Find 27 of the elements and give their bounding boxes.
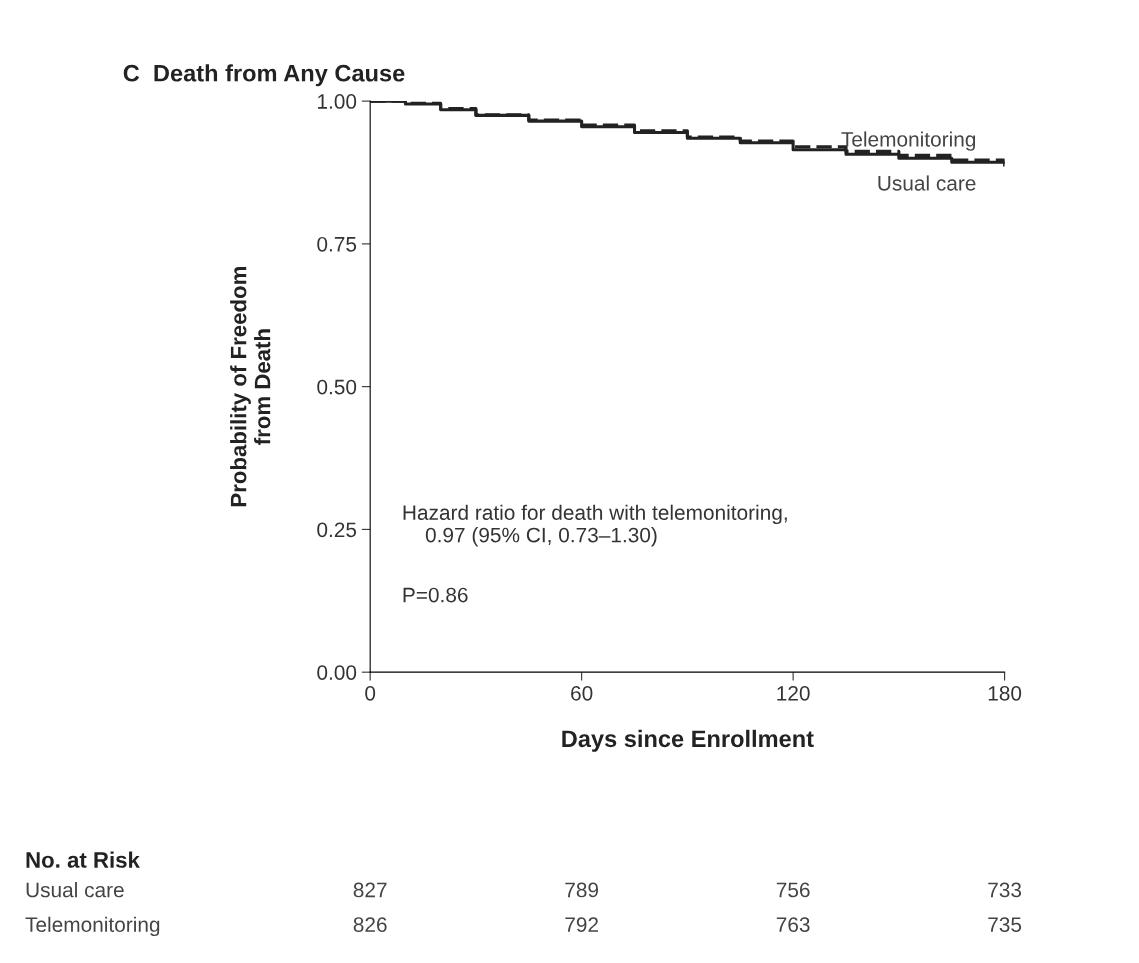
- text: Telemonitoring: [25, 916, 160, 937]
- y-tick-label: 0.50: [317, 379, 357, 395]
- series-label: Telemonitoring: [841, 131, 976, 151]
- chart-title: C Death from Any Cause: [123, 64, 405, 87]
- x-tick-label: 60: [571, 685, 593, 701]
- y-axis-title: Probability of Freedom from Death: [230, 267, 271, 507]
- text: 756: [776, 882, 810, 898]
- text: 735: [988, 917, 1022, 932]
- text: No. at Risk: [26, 851, 140, 868]
- x-tick-label: 0: [365, 685, 376, 701]
- text: 792: [565, 917, 598, 932]
- x-tick-label: 180: [988, 685, 1022, 701]
- annotation: P=0.86: [403, 587, 468, 603]
- text: 827: [353, 882, 387, 898]
- text: 763: [776, 917, 810, 932]
- annotation: Hazard ratio for death with telemonitoring, 0.97 (95% CI, 0.73–1.30): [403, 504, 787, 547]
- y-tick-label: 0.25: [317, 522, 357, 538]
- text: Usual care: [26, 882, 124, 898]
- y-tick-label: 1.00: [318, 94, 357, 109]
- x-axis-title: Days since Enrollment: [562, 729, 814, 752]
- series-label: Usual care: [878, 175, 976, 191]
- y-tick-label: 0.75: [317, 236, 357, 252]
- text: 789: [565, 882, 599, 898]
- text: 826: [353, 917, 387, 932]
- text: 733: [988, 882, 1022, 898]
- y-tick-label: 0.00: [317, 665, 357, 680]
- x-tick-label: 120: [777, 685, 810, 701]
